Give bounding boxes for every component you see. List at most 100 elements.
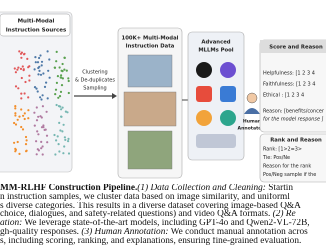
label: Reason for the rank (263, 164, 311, 170)
dot (33, 68, 36, 71)
dot (20, 97, 23, 100)
dot (62, 123, 65, 126)
caption-text: choice, dialogues, and safety-related qu… (0, 210, 273, 220)
label: MLLMs Pool (198, 48, 233, 54)
caption-line: choice, dialogues, and safety-related qu… (0, 210, 326, 219)
dot (14, 114, 17, 117)
dot (35, 153, 38, 156)
dot (16, 140, 19, 144)
caption-text: (3) Human Annotation: (81, 228, 169, 237)
rank-panel (259, 133, 326, 183)
label: 100K+ Multi-Modal (122, 36, 179, 42)
dot (23, 92, 26, 95)
image-thumb (127, 54, 173, 88)
dot (67, 140, 70, 143)
dot (14, 123, 18, 126)
dot (48, 58, 51, 61)
label: for the model response ] (263, 117, 324, 123)
dot (60, 74, 63, 77)
dot (57, 143, 60, 146)
dot (26, 57, 29, 61)
dot (19, 67, 23, 70)
dot (27, 96, 30, 99)
dot (41, 105, 45, 108)
dot (40, 140, 43, 143)
dot (38, 65, 41, 68)
dot (40, 126, 44, 129)
model-logo (220, 86, 236, 102)
dot (55, 60, 58, 63)
dot (60, 108, 63, 111)
caption-line: gh-quality responses. (3) Human Annotati… (0, 228, 326, 237)
caption-text: We leverage state-of-the-art models, inc… (22, 219, 310, 229)
dot (55, 139, 58, 142)
arrow-head (112, 93, 117, 99)
dot (28, 74, 31, 77)
caption-text: (2) Re (272, 210, 296, 220)
dot (44, 128, 47, 131)
caption-text: s diverse categories. This results in a … (0, 201, 301, 211)
dot (34, 56, 37, 59)
dot (14, 148, 17, 151)
caption-text: Startin (265, 184, 294, 193)
dot (61, 106, 64, 109)
dot (58, 150, 61, 153)
dot (39, 115, 42, 118)
label: Instruction Sources (6, 28, 67, 34)
dot (21, 65, 24, 68)
annotator-icon (244, 108, 260, 114)
dot (35, 106, 38, 109)
dot (67, 152, 71, 155)
dot (13, 141, 16, 144)
label: Sampling (83, 86, 106, 92)
dot (45, 110, 48, 113)
dot (54, 153, 57, 156)
caption-line: n instruction samples, we cluster data b… (0, 193, 326, 202)
dot (39, 54, 42, 57)
dot (58, 66, 61, 69)
dot (56, 75, 60, 78)
image-thumb (123, 91, 177, 127)
label: Multi-Modal (18, 19, 55, 25)
dot (14, 107, 17, 110)
model-logo (196, 134, 236, 148)
dot (60, 115, 63, 118)
dot (20, 108, 23, 111)
dot (35, 87, 38, 90)
dot (14, 112, 17, 115)
score-header (260, 40, 326, 53)
dot (65, 69, 68, 72)
dot (24, 143, 28, 146)
dot (14, 85, 18, 88)
dot (48, 76, 51, 79)
dot (25, 150, 28, 153)
dot (20, 92, 23, 95)
caption-text: ation: (0, 219, 23, 229)
label: Instruction Data (126, 44, 175, 50)
dot (60, 84, 64, 87)
dot (46, 97, 49, 100)
dot (22, 53, 26, 56)
label: Human (243, 119, 261, 125)
dot (54, 88, 58, 91)
dot (16, 68, 19, 71)
dot (67, 79, 70, 83)
dot (55, 50, 58, 54)
dot (14, 105, 17, 108)
dot (37, 133, 40, 136)
label: Tie: Pos/Ne (262, 155, 290, 161)
label: Ethical : [1 2 3 4 (263, 93, 304, 99)
dot (54, 93, 57, 96)
label: Score and Reason (269, 45, 323, 51)
dot (39, 73, 43, 76)
caption-text: s, including scoring, ranking, and expla… (0, 236, 302, 245)
dot (40, 98, 43, 101)
dot (55, 103, 58, 107)
dot (58, 121, 61, 124)
sources-panel (0, 11, 73, 173)
cluster-scatter (13, 50, 71, 156)
dot (34, 61, 37, 64)
dot (20, 125, 23, 129)
dot (43, 85, 47, 88)
sources-header (0, 13, 71, 37)
